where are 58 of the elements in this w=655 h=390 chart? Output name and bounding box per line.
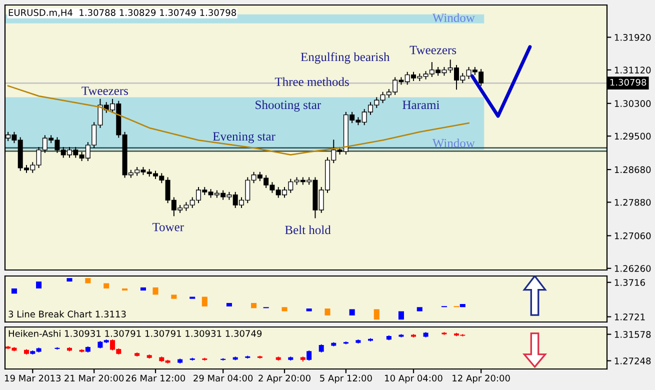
text: 3 Line Break Chart 1.3113 bbox=[8, 310, 126, 318]
y-tick-label: 1.31120 bbox=[614, 66, 651, 74]
y-tick-label: 1.3716 bbox=[614, 279, 645, 286]
x-tick-label: 26 Mar 12:00 bbox=[126, 374, 186, 382]
bar bbox=[324, 308, 330, 316]
bar bbox=[374, 309, 380, 320]
bar bbox=[251, 302, 257, 308]
candlestick bbox=[54, 347, 60, 350]
bar bbox=[398, 311, 404, 320]
ref-line-label: 1.30798 bbox=[610, 78, 646, 86]
y-tick-label: 1.31578 bbox=[614, 331, 651, 338]
y-tick-label: 1.28680 bbox=[614, 166, 651, 174]
bar bbox=[66, 278, 72, 282]
bar bbox=[152, 287, 158, 295]
band-label: Window bbox=[432, 138, 475, 148]
candlestick bbox=[220, 358, 226, 361]
y-tick-label: 1.30300 bbox=[614, 100, 651, 107]
x-tick-label: 21 Mar 20:00 bbox=[64, 374, 124, 382]
annotation: Engulfing bearish bbox=[300, 52, 390, 64]
annotation: Harami bbox=[402, 100, 440, 110]
y-tick-label: 1.27248 bbox=[614, 357, 651, 364]
y-tick-label: 1.27060 bbox=[614, 232, 651, 240]
x-tick-label: 10 Apr 04:00 bbox=[385, 374, 442, 384]
bar bbox=[349, 309, 355, 316]
y-tick-label: 1.31920 bbox=[614, 34, 651, 41]
bar bbox=[122, 288, 128, 291]
chart-title: Heiken-Ashi 1.30931 1.30791 1.30791 1.30931 1.30749 bbox=[8, 330, 262, 337]
x-tick-label: 5 Apr 12:00 bbox=[320, 374, 372, 384]
bar bbox=[85, 278, 91, 284]
x-tick-label: 2 Apr 20:00 bbox=[258, 374, 310, 384]
y-tick-label: 1.29500 bbox=[614, 132, 651, 140]
bar bbox=[226, 302, 232, 306]
bar bbox=[140, 287, 146, 291]
y-tick-label: 1.27880 bbox=[614, 198, 651, 206]
bar bbox=[282, 307, 288, 312]
annotation: Three methods bbox=[274, 77, 349, 86]
annotation: Shooting star bbox=[256, 100, 321, 112]
chart-title: EURUSD.m,H4 1.30788 1.30829 1.30749 1.30798 bbox=[8, 9, 236, 17]
bar bbox=[202, 296, 208, 306]
bar bbox=[460, 304, 466, 308]
candlestick bbox=[306, 350, 312, 361]
x-tick-label: 19 Mar 2013 bbox=[5, 374, 61, 382]
bar bbox=[171, 294, 177, 299]
annotation: Evening star bbox=[212, 132, 276, 144]
bar bbox=[11, 288, 17, 294]
bar bbox=[36, 282, 42, 288]
y-tick-label: 1.2721 bbox=[614, 314, 645, 320]
bar bbox=[104, 283, 110, 288]
annotation: Belt hold bbox=[285, 225, 331, 234]
annotation: Tower bbox=[152, 222, 184, 232]
y-tick-label: 1.26260 bbox=[614, 265, 651, 272]
x-tick-label: 29 Mar 04:00 bbox=[194, 374, 253, 382]
bar bbox=[306, 308, 312, 312]
annotation: Tweezers bbox=[410, 46, 456, 54]
bar bbox=[416, 307, 422, 312]
annotation: Tweezers bbox=[82, 86, 128, 96]
band-label: Window bbox=[432, 13, 475, 22]
x-tick-label: 12 Apr 20:00 bbox=[452, 374, 510, 384]
